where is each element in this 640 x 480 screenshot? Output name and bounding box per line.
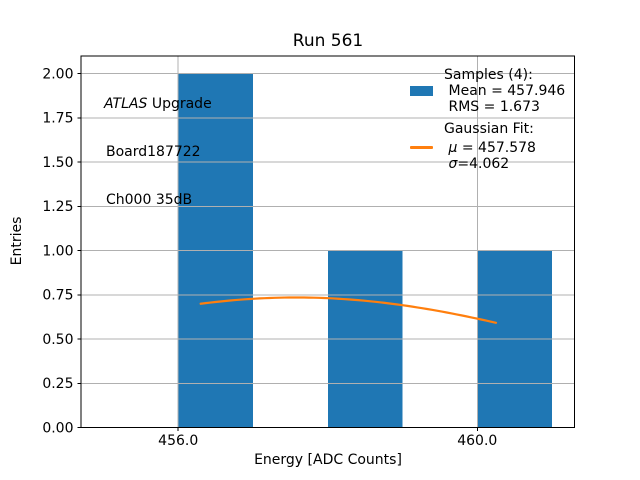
annotation-line-board: Board187722: [106, 144, 201, 160]
legend-handle-spacer: [409, 156, 444, 172]
legend-handle-spacer: [409, 99, 444, 115]
legend-row: σ=4.062: [409, 156, 565, 172]
legend-mu-value: = 457.578: [457, 139, 536, 156]
gaussian-fit-curve: [199, 296, 498, 324]
y-tick-label: 0.00: [42, 420, 73, 436]
sigma-symbol: σ: [448, 155, 458, 172]
legend-row: μ = 457.578: [409, 140, 565, 156]
legend-row: Mean = 457.946: [409, 83, 565, 99]
histogram-swatch-icon: [409, 86, 433, 96]
legend-handle-cell: [409, 140, 444, 156]
x-tick-label: 460.0: [457, 433, 497, 449]
annotation-line-channel: Ch000 35dB: [106, 192, 193, 208]
y-tick-label: 0.75: [42, 288, 73, 304]
annotation-line-experiment: ATLAS Upgrade: [104, 96, 212, 112]
chart-title: Run 561: [292, 31, 364, 51]
legend-samples-header: Samples (4):: [444, 67, 533, 83]
legend-row: Gaussian Fit:: [409, 121, 565, 137]
annotation-experiment-name: ATLAS: [104, 96, 148, 112]
legend-handle-spacer: [409, 67, 444, 83]
y-tick-label: 1.50: [42, 155, 73, 171]
annotation-block: ATLAS Upgrade Board187722 Ch000 35dB: [104, 64, 212, 240]
legend-handle-cell: [409, 83, 444, 99]
fit-line-icon: [409, 146, 433, 149]
legend-handle-spacer: [409, 121, 444, 137]
x-tick-label: 456.0: [158, 433, 198, 449]
legend-row: RMS = 1.673: [409, 99, 565, 115]
legend-sigma-label: σ=4.062: [444, 155, 510, 172]
y-tick-label: 1.25: [42, 199, 73, 215]
legend-mu-label: μ = 457.578: [444, 140, 536, 156]
annotation-experiment-rest: Upgrade: [147, 96, 212, 112]
x-axis-label: Energy [ADC Counts]: [254, 452, 402, 468]
mu-symbol: μ: [448, 139, 458, 156]
axes-frame: [80, 55, 575, 428]
legend-sigma-value: =4.062: [457, 155, 510, 172]
legend-mean-label: Mean = 457.946: [448, 83, 566, 99]
legend-fit-header: Gaussian Fit:: [444, 121, 534, 137]
y-tick-label: 1.00: [42, 243, 73, 259]
y-tick-label: 0.25: [42, 376, 73, 392]
y-tick-label: 1.75: [42, 111, 73, 127]
y-tick-label: 2.00: [42, 66, 73, 82]
legend: Samples (4): Mean = 457.946 RMS = 1.673 …: [409, 67, 565, 172]
legend-rms-label: RMS = 1.673: [448, 99, 540, 115]
legend-row: Samples (4):: [409, 67, 565, 83]
y-axis-label: Entries: [9, 216, 25, 266]
y-tick-label: 0.50: [42, 332, 73, 348]
